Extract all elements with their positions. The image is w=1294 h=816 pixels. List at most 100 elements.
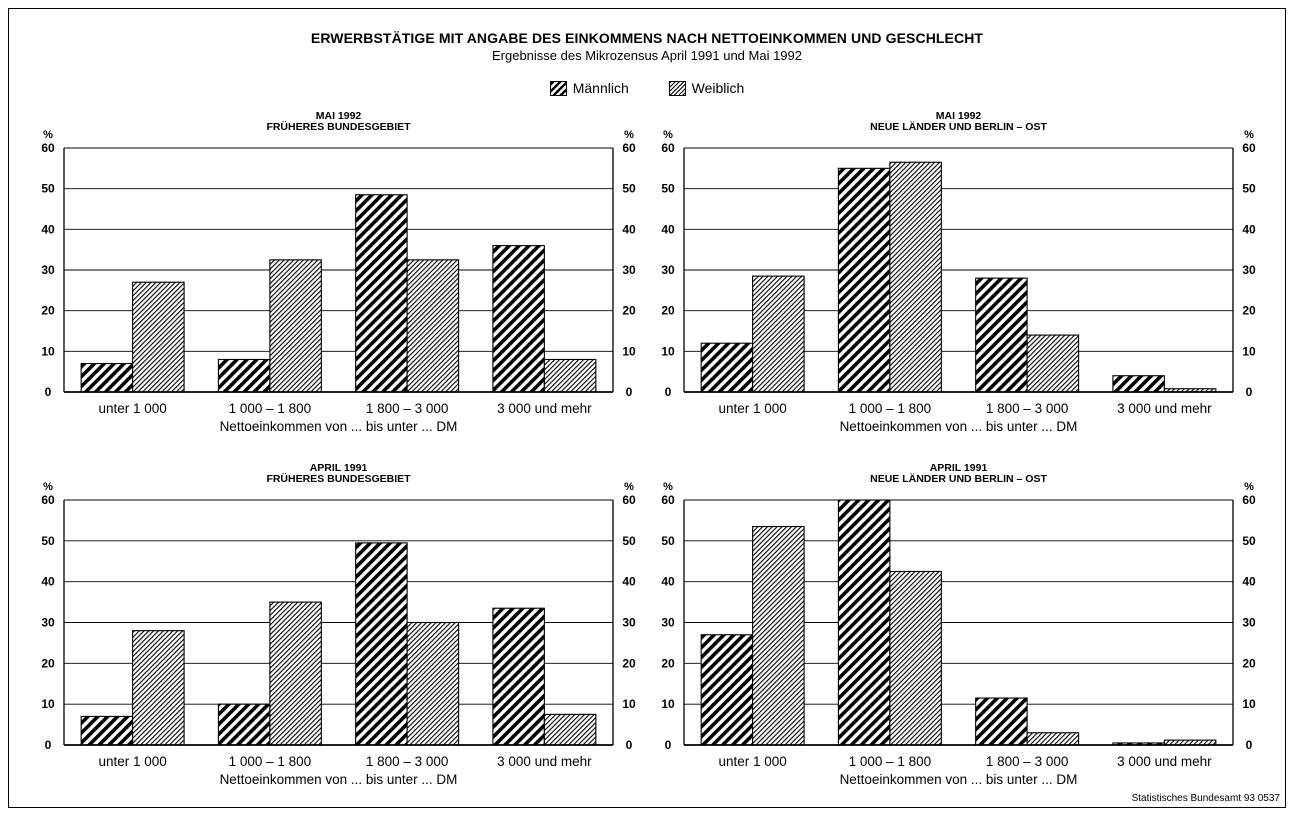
bar-female-1 [132,281,185,393]
x-axis-label: Nettoeinkommen von ... bis unter ... DM [220,419,458,434]
x-category-label: 3 000 und mehr [497,754,592,769]
y-tick-label-left: 0 [45,385,52,399]
x-category-label: 1 000 – 1 800 [229,754,312,769]
x-category-label: unter 1 000 [98,754,166,769]
x-category-label: unter 1 000 [718,401,786,416]
y-tick-label-left: 20 [41,656,55,670]
bar-male-1 [80,362,134,393]
bar-female-2 [269,259,322,393]
y-tick-label-right: 40 [1242,222,1256,236]
y-tick-label-right: 0 [626,385,633,399]
legend-label-female: Weiblich [691,80,745,96]
y-tick-label-left: 50 [661,182,675,196]
y-tick-label-right: 60 [1242,493,1256,507]
bar-female-1 [752,525,805,746]
bar-female-1 [752,275,805,393]
bar-male-3 [975,277,1028,393]
legend-label-male: Männlich [572,80,629,96]
y-tick-label-left: 0 [665,738,672,752]
bar-male-1 [700,634,754,746]
y-tick-label-right: 30 [622,616,636,630]
x-category-label: 1 000 – 1 800 [229,401,312,416]
x-category-label: unter 1 000 [98,401,166,416]
source-note: Statistisches Bundesamt 93 0537 [1131,793,1280,804]
x-category-label: 3 000 und mehr [1117,754,1212,769]
y-tick-label-left: 30 [41,616,55,630]
y-tick-label-right: 10 [622,344,636,358]
y-tick-label-left: 30 [661,263,675,277]
x-category-label: 1 800 – 3 000 [366,401,449,416]
y-unit-right: % [624,481,634,493]
bar-male-3 [355,542,408,746]
x-axis-label: Nettoeinkommen von ... bis unter ... DM [840,772,1078,787]
bar-female-2 [889,161,942,393]
y-tick-label-right: 40 [1242,575,1256,589]
y-tick-label-right: 0 [626,738,633,752]
x-category-label: 3 000 und mehr [1117,401,1212,416]
bar-male-4 [492,245,545,393]
legend-item-male: Männlich [549,80,629,96]
y-tick-label-right: 50 [622,182,636,196]
bar-female-4 [543,358,597,393]
y-tick-label-right: 50 [1242,182,1256,196]
y-unit-left: % [663,129,673,141]
y-tick-label-right: 50 [622,534,636,548]
bar-male-3 [975,697,1028,746]
y-tick-label-left: 60 [661,141,675,155]
figure-title: ERWERBSTÄTIGE MIT ANGABE DES EINKOMMENS … [310,30,984,46]
bar-male-1 [700,342,754,393]
y-tick-label-left: 10 [661,344,675,358]
y-tick-label-right: 60 [622,493,636,507]
bar-male-2 [217,703,271,746]
panel-title-line2: FRÜHERES BUNDESGEBIET [266,120,411,133]
y-tick-label-right: 30 [1242,263,1256,277]
y-tick-label-left: 50 [41,534,55,548]
x-axis-label: Nettoeinkommen von ... bis unter ... DM [220,772,458,787]
bar-male-2 [217,358,271,393]
panel-title-line2: NEUE LÄNDER UND BERLIN – OST [870,472,1047,485]
y-unit-left: % [43,481,53,493]
y-unit-left: % [663,481,673,493]
panel-title-line1: MAI 1992 [936,110,982,122]
y-tick-label-left: 40 [661,222,675,236]
legend: Männlich Weiblich [0,80,1294,99]
y-tick-label-left: 20 [41,304,55,318]
legend-item-female: Weiblich [668,80,745,96]
y-tick-label-left: 40 [661,575,675,589]
panel-title-line2: NEUE LÄNDER UND BERLIN – OST [870,120,1047,133]
y-tick-label-right: 60 [1242,141,1256,155]
y-tick-label-right: 0 [1246,385,1253,399]
x-axis-label: Nettoeinkommen von ... bis unter ... DM [840,419,1078,434]
y-tick-label-left: 20 [661,304,675,318]
y-tick-label-right: 40 [622,222,636,236]
y-tick-label-left: 30 [661,616,675,630]
y-tick-label-left: 0 [45,738,52,752]
bar-female-1 [132,630,185,746]
panel-title-line1: APRIL 1991 [930,462,988,474]
bar-male-2 [837,167,891,393]
bar-female-4 [543,713,597,746]
figure-frame [8,8,1286,808]
y-tick-label-right: 10 [1242,344,1256,358]
y-tick-label-right: 10 [622,697,636,711]
y-tick-label-left: 10 [661,697,675,711]
y-unit-left: % [43,129,53,141]
x-category-label: unter 1 000 [718,754,786,769]
bar-male-4 [492,607,545,746]
y-tick-label-left: 60 [41,141,55,155]
y-tick-label-left: 40 [41,575,55,589]
x-category-label: 1 000 – 1 800 [849,401,932,416]
y-tick-label-right: 0 [1246,738,1253,752]
bar-female-3 [406,621,460,746]
y-tick-label-left: 60 [41,493,55,507]
x-category-label: 1 800 – 3 000 [986,754,1069,769]
x-category-label: 1 800 – 3 000 [986,401,1069,416]
legend-swatch-female [668,80,686,96]
y-tick-label-left: 50 [41,182,55,196]
panel-title-line2: FRÜHERES BUNDESGEBIET [266,472,411,485]
y-tick-label-right: 20 [1242,304,1256,318]
x-category-label: 1 000 – 1 800 [849,754,932,769]
